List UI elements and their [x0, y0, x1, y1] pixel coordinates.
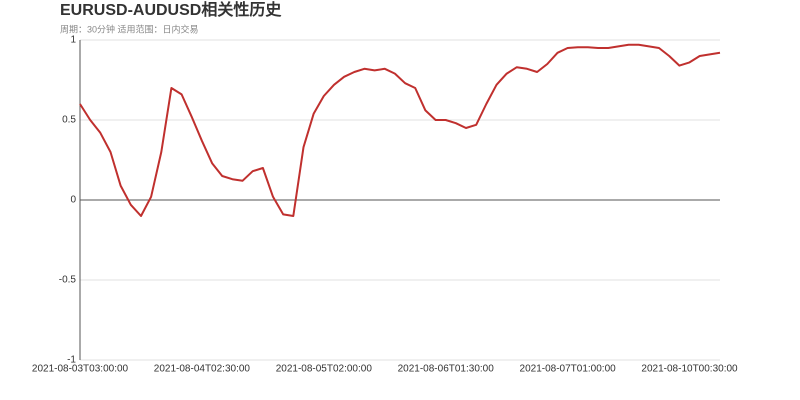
y-tick-label: -1 — [67, 355, 76, 366]
x-tick-label: 2021-08-06T01:30:00 — [398, 364, 495, 375]
x-tick-label: 2021-08-07T01:00:00 — [520, 364, 617, 375]
x-tick-label: 2021-08-03T03:00:00 — [32, 364, 129, 375]
series-line — [79, 43, 721, 217]
x-tick-label: 2021-08-04T02:30:00 — [154, 364, 251, 375]
y-tick-label: 0 — [70, 195, 76, 206]
y-tick-label: 0.5 — [62, 115, 76, 126]
y-tick-label: 1 — [70, 35, 76, 46]
chart-subtitle: 周期：30分钟 适用范围：日内交易 — [60, 23, 199, 34]
chart-title: EURUSD-AUDUSD相关性历史 — [60, 0, 282, 19]
x-tick-label: 2021-08-05T02:00:00 — [276, 364, 373, 375]
x-tick-label: 2021-08-10T00:30:00 — [641, 364, 738, 375]
y-tick-label: -0.5 — [59, 275, 77, 286]
